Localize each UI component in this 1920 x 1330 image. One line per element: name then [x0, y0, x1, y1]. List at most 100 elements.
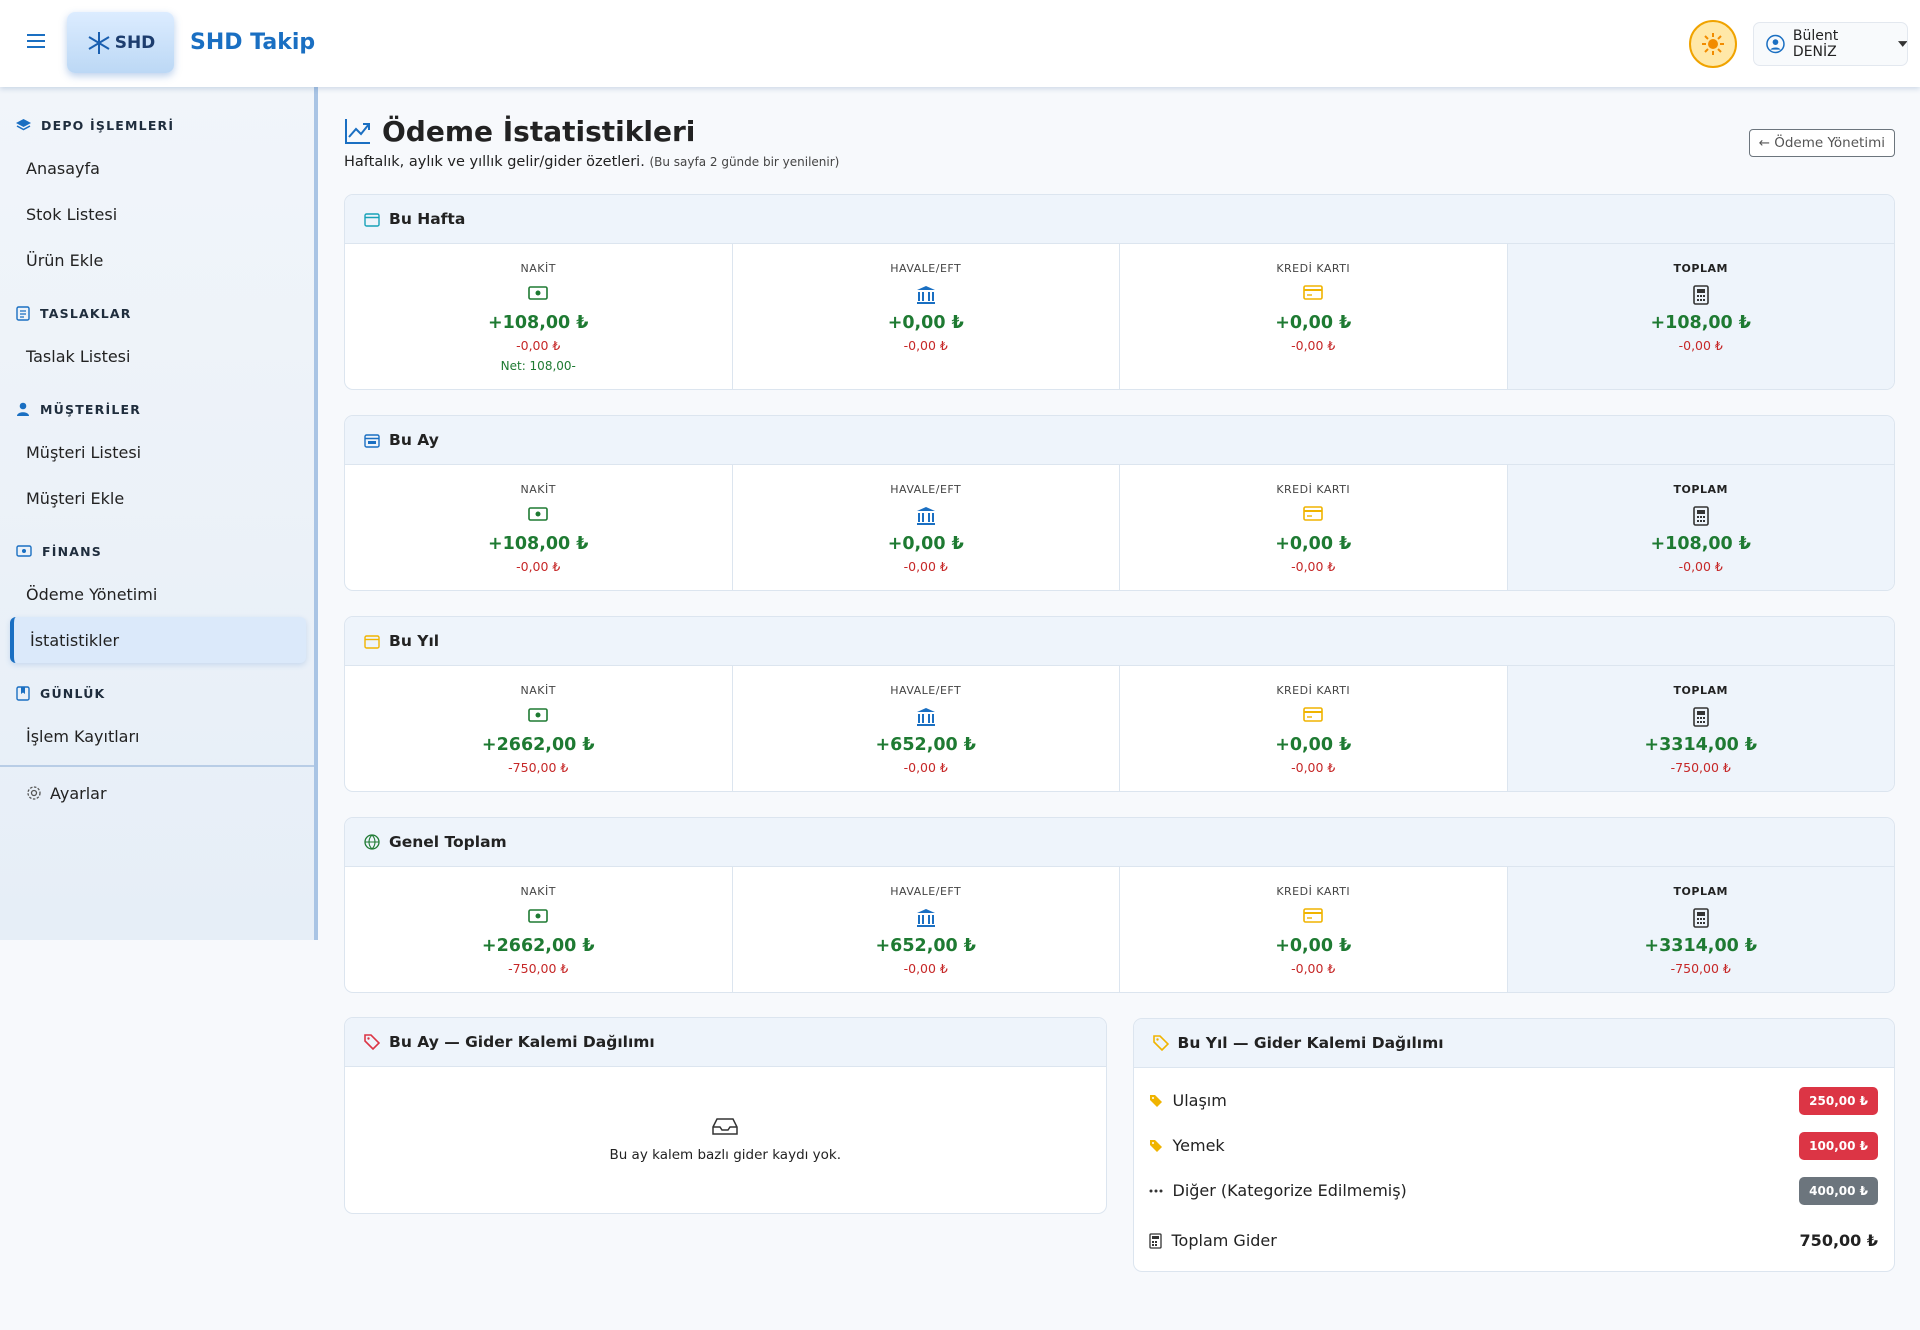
logo[interactable]: SHD — [67, 12, 174, 73]
column-icon — [733, 285, 1120, 305]
breakdown-item: Diğer (Kategorize Edilmemiş) 400,00 ₺ — [1134, 1168, 1895, 1213]
stat-column: TOPLAM +108,00 ₺ -0,00 ₺ — [1507, 465, 1894, 590]
section-title: TASLAKLAR — [40, 305, 132, 321]
expense-amount: -750,00 ₺ — [1670, 760, 1731, 775]
income-amount: +0,00 ₺ — [1275, 313, 1352, 333]
income-amount: +108,00 ₺ — [1650, 313, 1751, 333]
user-menu[interactable]: Bülent DENİZ — [1753, 22, 1908, 66]
nav-link[interactable]: Müşteri Ekle — [26, 488, 125, 508]
section-header: TASLAKLAR — [0, 293, 314, 333]
expense-amount: -0,00 ₺ — [1678, 338, 1723, 353]
nav-link[interactable]: Ayarlar — [0, 765, 314, 811]
card-title: Bu Yıl — Gider Kalemi Dağılımı — [1177, 1034, 1444, 1052]
stat-columns: NAKİT +108,00 ₺ -0,00 ₺ Net: 108,00- HAVALE/… — [345, 244, 1894, 389]
expense-amount: -0,00 ₺ — [516, 559, 561, 574]
card-header: Bu Ay — Gider Kalemi Dağılımı — [345, 1018, 1106, 1067]
stat-columns: NAKİT +2662,00 ₺ -750,00 ₺ HAVALE/EFT +652,0… — [345, 666, 1894, 791]
nav-link[interactable]: Anasayfa — [26, 158, 100, 178]
menu-button[interactable] — [26, 33, 46, 49]
item-amount: 100,00 ₺ — [1799, 1131, 1878, 1160]
section-header: DEPO İŞLEMLERİ — [0, 105, 314, 145]
card-title: Bu Yıl — [389, 632, 440, 650]
column-label: KREDİ KARTI — [1276, 483, 1351, 496]
nav-link[interactable]: Taslak Listesi — [26, 346, 131, 366]
theme-toggle[interactable] — [1689, 20, 1737, 68]
column-label: NAKİT — [520, 684, 556, 697]
column-icon — [345, 908, 732, 928]
period-cards: Bu Hafta NAKİT +108,00 ₺ -0,00 ₺ Net: 108,00… — [344, 194, 1895, 993]
stat-column: HAVALE/EFT +0,00 ₺ -0,00 ₺ — [733, 244, 1120, 389]
card-title: Genel Toplam — [389, 833, 507, 851]
expense-amount: -0,00 ₺ — [903, 760, 948, 775]
column-icon — [345, 707, 732, 727]
stat-column: KREDİ KARTI +0,00 ₺ -0,00 ₺ — [1120, 666, 1508, 791]
income-amount: +108,00 ₺ — [488, 534, 589, 554]
sidebar: DEPO İŞLEMLERİ Anasayfa Stok Listesi Ürün E… — [0, 87, 318, 940]
income-amount: +0,00 ₺ — [1275, 735, 1352, 755]
stat-column: NAKİT +2662,00 ₺ -750,00 ₺ — [345, 666, 733, 791]
empty-text: Bu ay kalem bazlı gider kaydı yok. — [609, 1147, 842, 1163]
stat-column: TOPLAM +108,00 ₺ -0,00 ₺ — [1507, 244, 1894, 389]
column-icon — [1120, 908, 1507, 928]
item-label: Diğer (Kategorize Edilmemiş) — [1172, 1181, 1407, 1200]
period-card: Bu Hafta NAKİT +108,00 ₺ -0,00 ₺ Net: 108,00… — [344, 194, 1895, 390]
column-label: TOPLAM — [1673, 262, 1728, 275]
nav-link[interactable]: Müşteri Listesi — [26, 442, 142, 462]
expense-amount: -0,00 ₺ — [903, 338, 948, 353]
nav-link[interactable]: İstatistikler — [10, 617, 306, 663]
expense-amount: -0,00 ₺ — [1291, 961, 1336, 976]
page-title: Ödeme İstatistikleri — [382, 114, 696, 148]
income-amount: +652,00 ₺ — [875, 735, 976, 755]
stat-column: HAVALE/EFT +652,00 ₺ -0,00 ₺ — [733, 666, 1120, 791]
period-card: Bu Yıl NAKİT +2662,00 ₺ -750,00 ₺ HAVALE/EFT… — [344, 616, 1895, 792]
logo-text: SHD — [114, 32, 156, 53]
section-title: GÜNLÜK — [40, 685, 106, 701]
stat-column: KREDİ KARTI +0,00 ₺ -0,00 ₺ — [1120, 465, 1508, 590]
card-header: Bu Yıl — Gider Kalemi Dağılımı — [1133, 1019, 1894, 1068]
item-label: Yemek — [1172, 1136, 1225, 1155]
nav-link[interactable]: Ürün Ekle — [26, 250, 104, 270]
section-title: FİNANS — [42, 543, 102, 559]
page-heading: Ödeme İstatistikleri — [344, 112, 1895, 150]
stat-column: NAKİT +2662,00 ₺ -750,00 ₺ — [345, 867, 733, 992]
breakdown-row: Bu Ay — Gider Kalemi Dağılımı Bu ay kale… — [344, 993, 1895, 1272]
stat-column: KREDİ KARTI +0,00 ₺ -0,00 ₺ — [1120, 867, 1508, 992]
back-button[interactable]: ← Ödeme Yönetimi — [1748, 129, 1895, 157]
total-row: Toplam Gider 750,00 ₺ — [1134, 1218, 1895, 1263]
refresh-note: (Bu sayfa 2 günde bir yenilenir) — [649, 155, 840, 169]
stat-columns: NAKİT +108,00 ₺ -0,00 ₺ HAVALE/EFT +0,00 ₺ -0… — [345, 465, 1894, 590]
expense-amount: -0,00 ₺ — [903, 559, 948, 574]
stat-column: KREDİ KARTI +0,00 ₺ -0,00 ₺ — [1120, 244, 1508, 389]
income-amount: +3314,00 ₺ — [1644, 936, 1758, 956]
column-icon — [733, 707, 1120, 727]
column-icon — [1120, 285, 1507, 305]
settings-label: Ayarlar — [50, 783, 107, 803]
column-label: TOPLAM — [1673, 483, 1728, 496]
column-label: NAKİT — [520, 262, 556, 275]
expense-amount: -0,00 ₺ — [516, 338, 561, 353]
user-name: Bülent DENİZ — [1792, 28, 1839, 60]
income-amount: +0,00 ₺ — [1275, 936, 1352, 956]
brand[interactable]: SHD Takip — [190, 30, 316, 55]
subtitle: Haftalık, aylık ve yıllık gelir/gider öz… — [344, 154, 645, 170]
nav-link[interactable]: Stok Listesi — [26, 204, 118, 224]
total-amount: 750,00 ₺ — [1799, 1231, 1878, 1250]
expense-amount: -0,00 ₺ — [1678, 559, 1723, 574]
stat-column: HAVALE/EFT +0,00 ₺ -0,00 ₺ — [733, 465, 1120, 590]
card-title: Bu Ay — Gider Kalemi Dağılımı — [389, 1033, 655, 1051]
nav-link[interactable]: Ödeme Yönetimi — [26, 584, 158, 604]
income-amount: +652,00 ₺ — [875, 936, 976, 956]
column-icon — [1508, 707, 1895, 727]
expense-amount: -0,00 ₺ — [1291, 760, 1336, 775]
item-amount: 400,00 ₺ — [1799, 1176, 1878, 1205]
stat-column: HAVALE/EFT +652,00 ₺ -0,00 ₺ — [733, 867, 1120, 992]
empty-state: Bu ay kalem bazlı gider kaydı yok. — [345, 1067, 1106, 1213]
expense-amount: -0,00 ₺ — [1291, 338, 1336, 353]
top-bar: SHD SHD Takip Bülent DENİZ — [0, 0, 1920, 87]
income-amount: +0,00 ₺ — [1275, 534, 1352, 554]
item-amount: 250,00 ₺ — [1799, 1086, 1878, 1115]
nav-link[interactable]: İşlem Kayıtları — [26, 726, 140, 746]
breakdown-item: Ulaşım 250,00 ₺ — [1134, 1078, 1895, 1123]
column-icon — [1508, 908, 1895, 928]
